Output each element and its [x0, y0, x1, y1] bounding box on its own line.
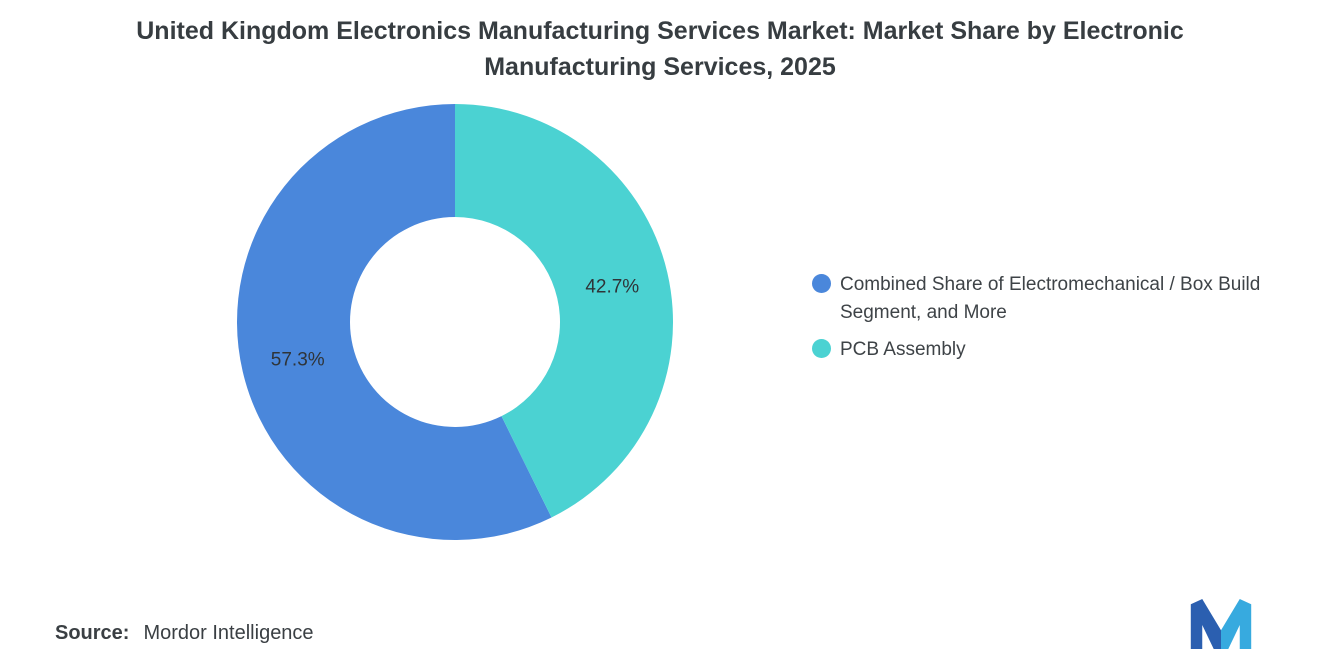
chart-legend: Combined Share of Electromechanical / Bo…: [812, 271, 1292, 364]
slice-data-label: 57.3%: [271, 350, 325, 371]
legend-item-electromechanical[interactable]: Combined Share of Electromechanical / Bo…: [812, 271, 1292, 326]
legend-item-pcb-assembly[interactable]: PCB Assembly: [812, 336, 1292, 364]
legend-swatch: [812, 339, 831, 359]
mordor-intelligence-logo: [1190, 599, 1252, 649]
source-line: Source: Mordor Intelligence: [55, 622, 314, 645]
legend-label: PCB Assembly: [840, 339, 966, 361]
logo-right-stroke: [1221, 599, 1252, 649]
chart-title: United Kingdom Electronics Manufacturing…: [136, 17, 1184, 81]
source-name: Mordor Intelligence: [143, 622, 314, 644]
legend-swatch: [812, 274, 831, 293]
source-label: Source:: [55, 622, 130, 644]
donut-segment-0[interactable]: [236, 104, 552, 540]
logo-left-stroke: [1190, 599, 1221, 649]
donut-chart-svg: 57.3% 42.7%: [236, 104, 673, 540]
slice-data-label: 42.7%: [585, 276, 639, 297]
legend-label: Combined Share of Electromechanical / Bo…: [840, 274, 1261, 323]
donut-segment-1[interactable]: [455, 104, 673, 518]
donut-chart: 57.3% 42.7%: [236, 104, 673, 540]
